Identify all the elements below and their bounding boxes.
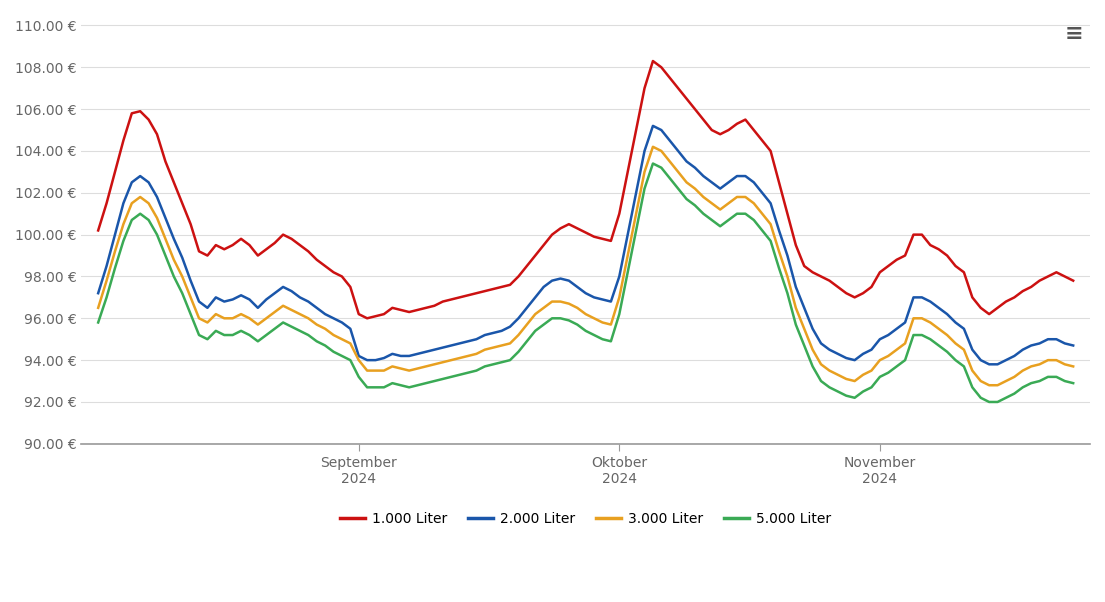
Text: ≡: ≡ <box>1064 24 1083 44</box>
Legend: 1.000 Liter, 2.000 Liter, 3.000 Liter, 5.000 Liter: 1.000 Liter, 2.000 Liter, 3.000 Liter, 5… <box>335 506 836 531</box>
